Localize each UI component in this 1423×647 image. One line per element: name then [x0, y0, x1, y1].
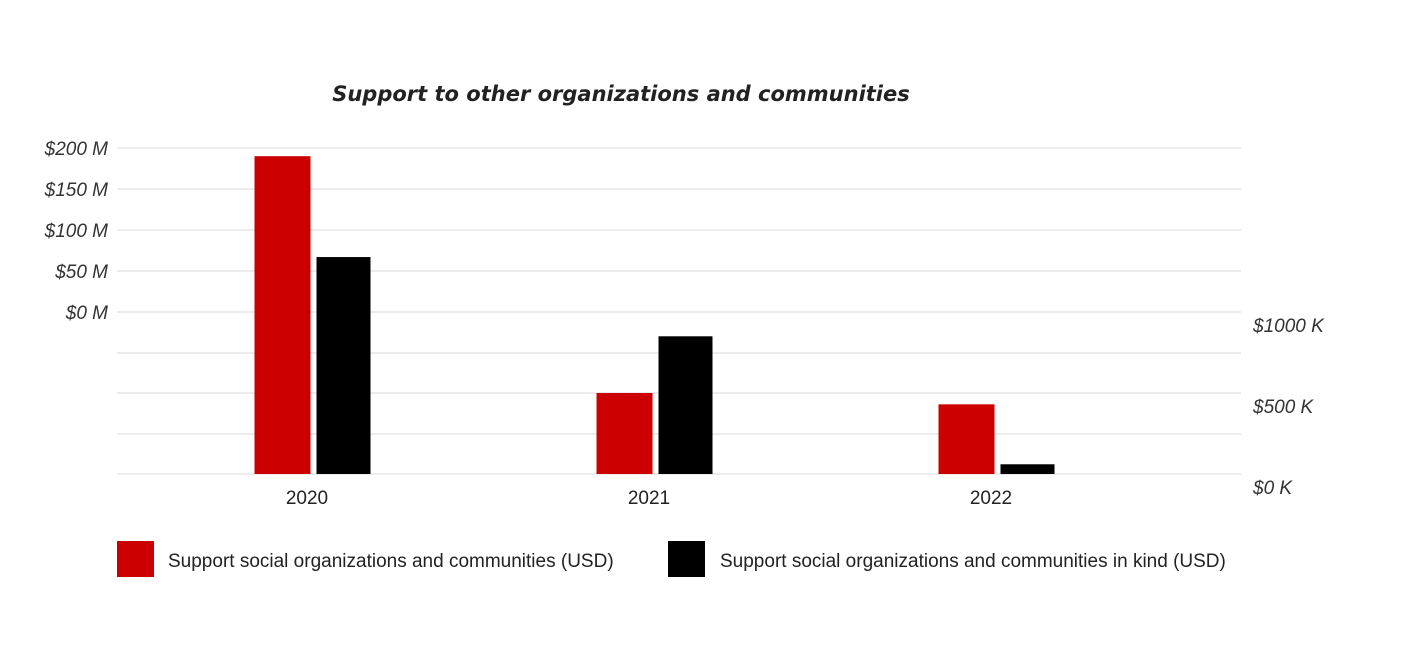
bar-2022-cash [938, 404, 995, 474]
category-label: 2020 [286, 488, 328, 509]
category-label: 2022 [970, 488, 1012, 509]
left-axis-tick-label: $50 M [54, 262, 108, 283]
bars [254, 156, 1055, 474]
legend-swatch-cash [117, 541, 154, 577]
legend: Support social organizations and communi… [117, 541, 1226, 577]
left-y-axis: $200 M $150 M $100 M $50 M $0 M [44, 139, 109, 324]
category-label: 2021 [628, 488, 670, 509]
bar-2020-cash [254, 156, 311, 474]
bar-2022-in-kind [1000, 464, 1055, 474]
right-axis-tick-label: $500 K [1252, 397, 1315, 418]
right-axis-tick-label: $1000 K [1252, 316, 1325, 337]
right-axis-tick-label: $0 K [1252, 478, 1293, 499]
chart-title: Support to other organizations and commu… [332, 82, 910, 106]
legend-swatch-in-kind [668, 541, 705, 577]
left-axis-tick-label: $200 M [44, 139, 109, 160]
right-y-axis: $1000 K $500 K $0 K [1252, 316, 1325, 499]
bar-2021-in-kind [658, 336, 713, 474]
legend-label-in-kind: Support social organizations and communi… [720, 551, 1226, 572]
x-axis-categories: 2020 2021 2022 [286, 488, 1012, 509]
legend-label-cash: Support social organizations and communi… [168, 551, 614, 572]
bar-2020-in-kind [316, 257, 371, 474]
left-axis-tick-label: $100 M [44, 221, 109, 242]
left-axis-tick-label: $0 M [65, 303, 108, 324]
left-axis-tick-label: $150 M [44, 180, 109, 201]
bar-2021-cash [596, 393, 653, 474]
